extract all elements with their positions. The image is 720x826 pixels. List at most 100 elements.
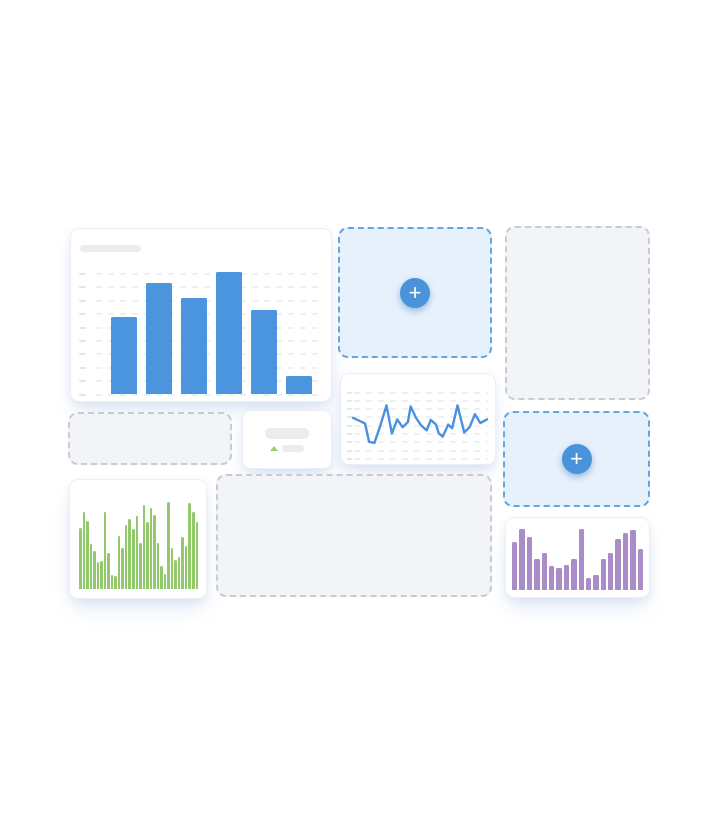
stat-value-skeleton: [265, 427, 309, 439]
add-widget-dropzone-2[interactable]: +: [503, 411, 650, 507]
gridline: [354, 391, 488, 394]
axis-tick: [79, 393, 86, 396]
bar: [563, 565, 570, 590]
empty-slot-top-right[interactable]: [505, 226, 650, 400]
bar: [216, 272, 242, 394]
bar: [135, 516, 139, 589]
stat-trend-row: [270, 444, 304, 452]
gridline: [96, 326, 323, 329]
bar: [142, 505, 146, 589]
widget-title-skeleton: [80, 245, 141, 252]
bar: [593, 574, 599, 590]
bar: [86, 521, 89, 589]
bar: [146, 283, 172, 394]
bar: [131, 529, 135, 589]
bar: [181, 298, 207, 394]
axis-tick: [347, 457, 352, 460]
axis-tick: [347, 391, 352, 394]
bar: [519, 529, 525, 590]
gridline: [96, 353, 323, 356]
bar: [139, 542, 142, 589]
bar: [541, 552, 547, 590]
bar: [548, 566, 555, 590]
axis-tick: [347, 416, 352, 419]
bar: [600, 559, 607, 590]
gridline: [96, 272, 323, 275]
bar: [512, 542, 518, 590]
bar: [146, 522, 149, 589]
bar: [117, 535, 121, 589]
bar: [192, 511, 195, 589]
bar: [79, 528, 82, 589]
gridline: [354, 408, 488, 411]
axis-tick: [79, 286, 86, 289]
bar: [128, 518, 131, 589]
bar-chart-widget-card[interactable]: [70, 228, 332, 402]
bar: [121, 548, 124, 589]
bar: [526, 536, 533, 590]
empty-slot-middle-left[interactable]: [68, 412, 232, 465]
trend-up-icon: [270, 445, 278, 451]
bar: [96, 562, 100, 589]
bar: [286, 375, 312, 394]
gridline: [354, 449, 488, 452]
gridline: [354, 433, 488, 435]
stat-widget-card[interactable]: [242, 410, 332, 469]
bar: [93, 550, 96, 589]
gridline: [96, 393, 323, 396]
bar: [637, 549, 644, 590]
bar: [114, 575, 117, 589]
bar: [622, 532, 629, 590]
gridline: [354, 416, 488, 419]
gridline: [96, 313, 323, 316]
line-chart: [353, 396, 487, 448]
bar: [181, 537, 184, 589]
axis-tick: [347, 408, 352, 411]
bar: [571, 559, 577, 590]
axis-tick: [347, 424, 352, 427]
stat-label-skeleton: [282, 444, 304, 452]
gridline: [96, 366, 323, 369]
axis-tick: [79, 366, 86, 369]
plus-icon: +: [570, 446, 583, 471]
green-bar-chart: [79, 500, 199, 589]
gridline: [96, 380, 323, 383]
bar: [107, 553, 110, 589]
bar: [177, 556, 181, 589]
gridline: [96, 299, 323, 302]
bar: [82, 511, 86, 589]
bar: [149, 508, 153, 589]
bar: [184, 546, 188, 589]
plus-icon: +: [408, 279, 422, 305]
bar: [578, 528, 584, 590]
empty-slot-bottom[interactable]: [216, 474, 492, 597]
bar: [167, 501, 170, 589]
purple-bar-chart: [512, 528, 644, 590]
add-widget-button[interactable]: +: [400, 277, 430, 308]
bar: [156, 542, 160, 589]
bar: [111, 316, 137, 394]
purple-bar-chart-widget-card[interactable]: [505, 517, 650, 598]
add-widget-dropzone-1[interactable]: +: [338, 227, 492, 358]
axis-tick: [79, 299, 86, 302]
bar: [100, 561, 103, 589]
axis-tick: [79, 380, 86, 383]
axis-tick: [79, 326, 86, 329]
bar: [188, 502, 191, 589]
gridline: [354, 399, 488, 402]
bar: [615, 538, 621, 590]
bar: [534, 559, 540, 590]
bar: [251, 310, 277, 394]
gridline: [354, 457, 488, 460]
axis-tick: [347, 433, 352, 435]
green-bar-chart-widget-card[interactable]: [69, 479, 207, 599]
add-widget-button[interactable]: +: [561, 444, 592, 474]
line-chart-widget-card[interactable]: [340, 373, 496, 465]
axis-tick: [79, 272, 86, 275]
gridline: [96, 339, 323, 342]
bar-chart-grid: [71, 229, 331, 401]
axis-tick: [347, 449, 352, 452]
bar: [153, 515, 156, 589]
axis-tick: [79, 339, 86, 342]
